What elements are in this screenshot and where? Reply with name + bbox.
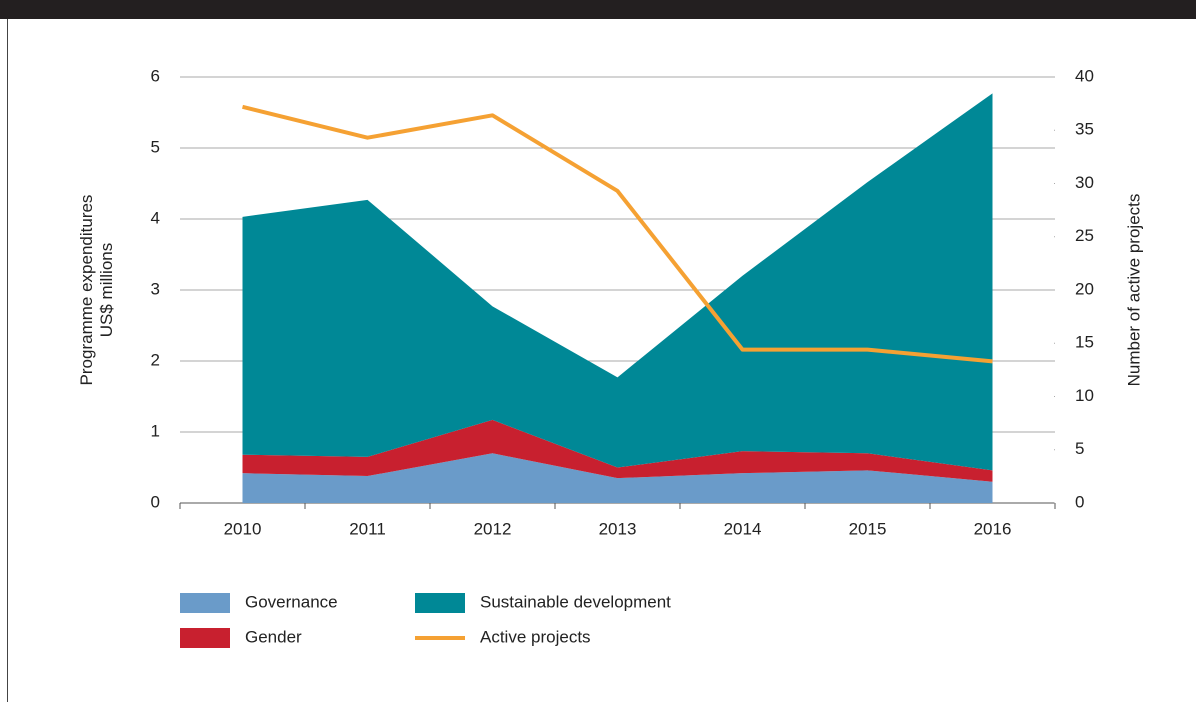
y-axis-label-line: Programme expenditures bbox=[77, 195, 96, 386]
x-tick-label: 2013 bbox=[599, 519, 637, 538]
x-tick-label: 2010 bbox=[224, 519, 262, 538]
y2-axis-label: Number of active projects bbox=[1124, 194, 1143, 387]
x-tick-label: 2011 bbox=[349, 519, 386, 538]
y-axis-label-line: US$ millions bbox=[97, 243, 116, 337]
y2-tick-label: 5 bbox=[1075, 439, 1084, 458]
legend-swatch bbox=[180, 628, 230, 648]
x-tick-label: 2012 bbox=[474, 519, 512, 538]
y2-tick-label: 0 bbox=[1075, 492, 1084, 511]
area bbox=[242, 419, 993, 482]
y2-tick-label: 10 bbox=[1075, 386, 1094, 405]
line bbox=[242, 104, 993, 364]
legend-swatch bbox=[180, 593, 230, 613]
y2-tick-label: 15 bbox=[1075, 333, 1094, 352]
y-axis-label: Programme expendituresUS$ millions bbox=[77, 195, 116, 386]
y-tick-label: 0 bbox=[151, 492, 160, 511]
x-tick-label: 2014 bbox=[724, 519, 762, 538]
legend-label: Sustainable development bbox=[480, 592, 671, 611]
y2-tick-label: 40 bbox=[1075, 66, 1094, 85]
y-tick-label: 4 bbox=[151, 208, 160, 227]
y2-tick-label: 30 bbox=[1075, 173, 1094, 192]
y-tick-label: 3 bbox=[151, 279, 160, 298]
area bbox=[242, 93, 993, 471]
x-tick-label: 2015 bbox=[849, 519, 887, 538]
y2-tick-label: 35 bbox=[1075, 120, 1094, 139]
y2-tick-label: 25 bbox=[1075, 226, 1094, 245]
x-tick-label: 2016 bbox=[974, 519, 1012, 538]
legend-label: Governance bbox=[245, 592, 338, 611]
y-tick-label: 2 bbox=[151, 350, 160, 369]
legend-label: Active projects bbox=[480, 627, 591, 646]
legend-swatch bbox=[415, 593, 465, 613]
y-tick-label: 1 bbox=[151, 421, 160, 440]
y-tick-label: 5 bbox=[151, 137, 160, 156]
y-tick-label: 6 bbox=[151, 66, 160, 85]
legend-label: Gender bbox=[245, 627, 302, 646]
header-bar bbox=[0, 0, 1196, 19]
y2-tick-label: 20 bbox=[1075, 279, 1094, 298]
